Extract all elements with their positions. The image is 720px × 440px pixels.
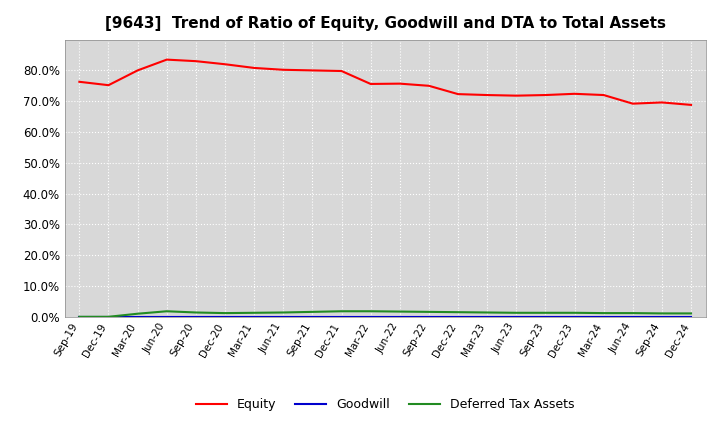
Deferred Tax Assets xyxy=(133,311,142,316)
Deferred Tax Assets xyxy=(279,310,287,315)
Equity xyxy=(75,79,84,84)
Deferred Tax Assets xyxy=(687,311,696,316)
Goodwill xyxy=(133,314,142,319)
Deferred Tax Assets xyxy=(570,310,579,315)
Deferred Tax Assets xyxy=(163,308,171,314)
Goodwill xyxy=(395,314,404,319)
Equity xyxy=(454,92,462,97)
Goodwill xyxy=(687,314,696,319)
Equity xyxy=(512,93,521,98)
Title: [9643]  Trend of Ratio of Equity, Goodwill and DTA to Total Assets: [9643] Trend of Ratio of Equity, Goodwil… xyxy=(104,16,666,32)
Equity xyxy=(629,101,637,106)
Equity xyxy=(541,92,550,98)
Goodwill xyxy=(104,314,113,319)
Goodwill xyxy=(366,314,375,319)
Goodwill xyxy=(279,314,287,319)
Goodwill xyxy=(599,314,608,319)
Equity xyxy=(220,62,229,67)
Equity xyxy=(570,91,579,96)
Equity xyxy=(308,68,317,73)
Deferred Tax Assets xyxy=(366,308,375,314)
Equity xyxy=(687,102,696,107)
Equity xyxy=(133,68,142,73)
Deferred Tax Assets xyxy=(75,314,84,319)
Goodwill xyxy=(512,314,521,319)
Deferred Tax Assets xyxy=(541,310,550,315)
Goodwill xyxy=(454,314,462,319)
Line: Equity: Equity xyxy=(79,59,691,105)
Line: Deferred Tax Assets: Deferred Tax Assets xyxy=(79,311,691,317)
Deferred Tax Assets xyxy=(454,309,462,315)
Deferred Tax Assets xyxy=(395,309,404,314)
Deferred Tax Assets xyxy=(192,310,200,315)
Equity xyxy=(483,92,492,98)
Equity xyxy=(250,65,258,70)
Goodwill xyxy=(541,314,550,319)
Goodwill xyxy=(220,314,229,319)
Goodwill xyxy=(75,314,84,319)
Goodwill xyxy=(657,314,666,319)
Deferred Tax Assets xyxy=(104,314,113,319)
Goodwill xyxy=(483,314,492,319)
Deferred Tax Assets xyxy=(250,310,258,315)
Goodwill xyxy=(192,314,200,319)
Equity xyxy=(104,83,113,88)
Equity xyxy=(366,81,375,87)
Goodwill xyxy=(163,314,171,319)
Equity xyxy=(192,59,200,64)
Deferred Tax Assets xyxy=(308,309,317,315)
Goodwill xyxy=(337,314,346,319)
Equity xyxy=(337,68,346,73)
Equity xyxy=(599,92,608,98)
Goodwill xyxy=(629,314,637,319)
Deferred Tax Assets xyxy=(657,311,666,316)
Deferred Tax Assets xyxy=(220,311,229,316)
Equity xyxy=(279,67,287,73)
Deferred Tax Assets xyxy=(512,310,521,315)
Equity xyxy=(425,83,433,88)
Equity xyxy=(657,100,666,105)
Deferred Tax Assets xyxy=(599,311,608,316)
Goodwill xyxy=(308,314,317,319)
Deferred Tax Assets xyxy=(425,309,433,315)
Goodwill xyxy=(250,314,258,319)
Deferred Tax Assets xyxy=(629,311,637,316)
Equity xyxy=(395,81,404,86)
Goodwill xyxy=(425,314,433,319)
Deferred Tax Assets xyxy=(483,310,492,315)
Legend: Equity, Goodwill, Deferred Tax Assets: Equity, Goodwill, Deferred Tax Assets xyxy=(191,393,580,416)
Equity xyxy=(163,57,171,62)
Goodwill xyxy=(570,314,579,319)
Deferred Tax Assets xyxy=(337,308,346,314)
